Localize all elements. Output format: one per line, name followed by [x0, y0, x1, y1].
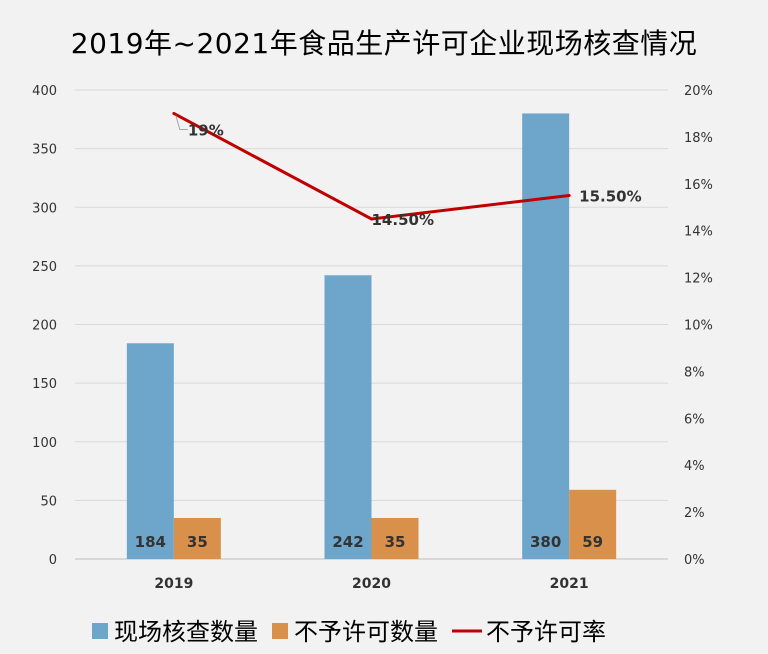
right-axis: 0% 2% 4% 6% 8% 10% 12% 14% 16% 18% 20% [684, 84, 713, 568]
legend-label: 现场核查数量 [114, 618, 258, 646]
right-tick-label: 20% [684, 84, 713, 99]
bar-data-label: 35 [187, 533, 208, 551]
right-tick-label: 4% [684, 459, 705, 474]
x-tick-label: 2020 [352, 576, 391, 592]
left-axis: 0 50 100 150 200 250 300 350 400 [32, 84, 57, 568]
label-leader [175, 115, 188, 130]
rate-data-label: 19% [188, 121, 224, 139]
legend: 现场核查数量 不予许可数量 不予许可率 [92, 618, 606, 646]
bar-data-label: 380 [530, 533, 561, 551]
right-tick-label: 8% [684, 365, 705, 380]
bar-denied [371, 517, 419, 559]
legend-label: 不予许可数量 [294, 618, 438, 646]
chart-title: 2019年~2021年食品生产许可企业现场核查情况 [70, 27, 698, 60]
bar-data-label: 35 [385, 533, 406, 551]
rate-point [370, 217, 373, 221]
right-tick-label: 0% [684, 553, 705, 568]
bar-data-label: 59 [582, 533, 603, 551]
left-tick-label: 0 [49, 553, 57, 568]
bar-inspection [324, 275, 372, 559]
bar-data-label: 242 [332, 533, 363, 551]
left-tick-label: 400 [32, 84, 57, 99]
bars: 184 242 380 35 35 59 [126, 113, 617, 559]
bar-denied [569, 489, 617, 559]
left-tick-label: 250 [32, 260, 57, 275]
right-tick-label: 2% [684, 506, 705, 521]
right-tick-label: 10% [684, 319, 713, 334]
bar-inspection [126, 343, 174, 559]
legend-swatch [272, 623, 288, 639]
right-tick-label: 6% [684, 412, 705, 427]
left-tick-label: 300 [32, 201, 57, 216]
left-tick-label: 350 [32, 143, 57, 158]
x-tick-label: 2021 [550, 576, 589, 592]
rate-point [172, 111, 176, 115]
rate-data-label: 15.50% [579, 188, 641, 206]
x-axis: 2019 2020 2021 [75, 558, 668, 592]
bar-data-label: 184 [135, 533, 166, 551]
right-tick-label: 14% [684, 225, 713, 240]
left-tick-label: 200 [32, 319, 57, 334]
bar-inspection [522, 113, 570, 559]
legend-swatch [92, 623, 108, 639]
right-tick-label: 16% [684, 178, 713, 193]
bar-denied [173, 517, 221, 559]
right-tick-label: 18% [684, 131, 713, 146]
rate-line-path [173, 112, 570, 221]
left-tick-label: 150 [32, 377, 57, 392]
x-tick-label: 2019 [154, 576, 193, 592]
rate-line: 19% 14.50% 15.50% [172, 111, 642, 229]
left-tick-label: 100 [32, 436, 57, 451]
right-tick-label: 12% [684, 272, 713, 287]
left-tick-label: 50 [40, 494, 57, 509]
rate-data-label: 14.50% [372, 211, 434, 229]
legend-label: 不予许可率 [486, 618, 606, 646]
rate-point [567, 194, 571, 198]
